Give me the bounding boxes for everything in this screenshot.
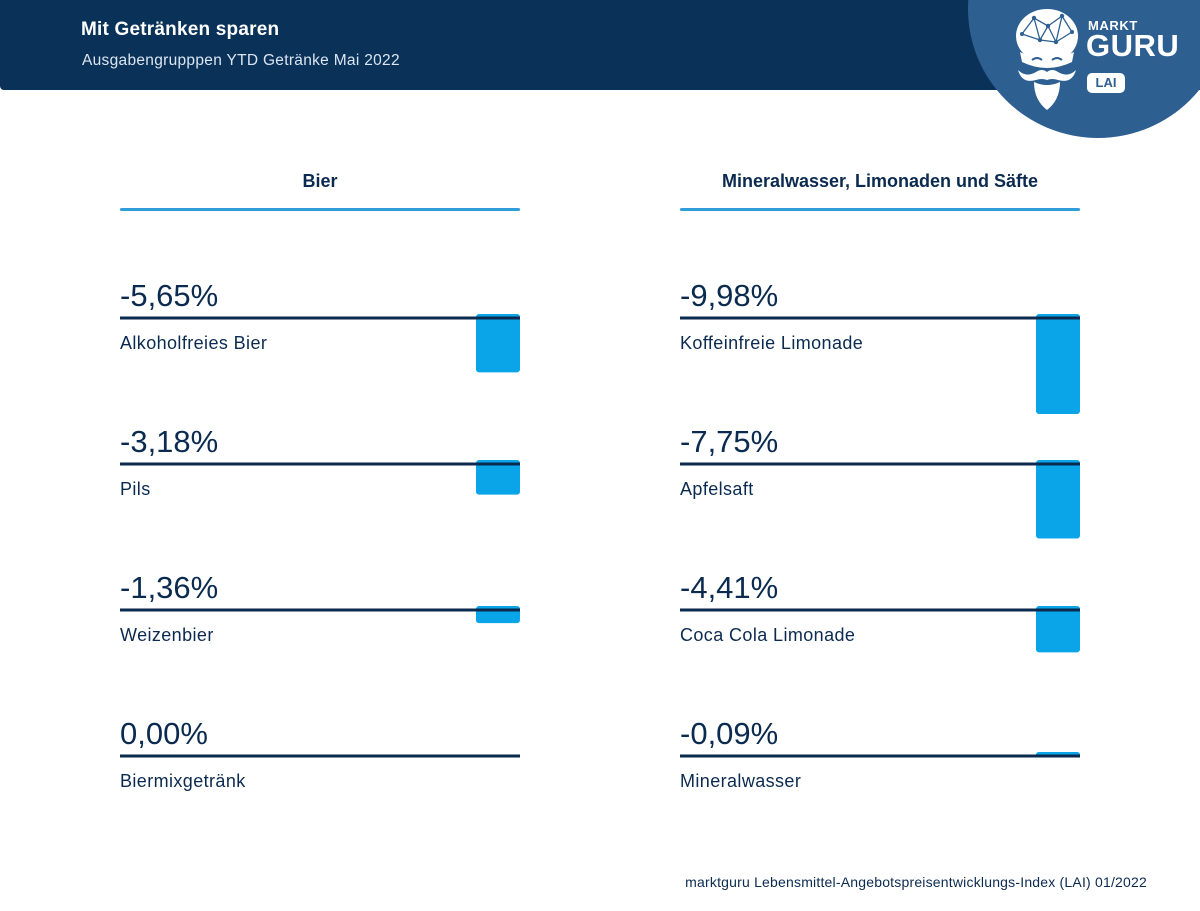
panel-accent-line xyxy=(680,208,1080,211)
bar xyxy=(476,314,520,373)
category-label: Pils xyxy=(120,479,151,499)
bar-baseline xyxy=(680,754,1080,758)
bar-value-label: -1,36% xyxy=(120,570,218,605)
bar-baseline xyxy=(120,462,520,466)
bar-value-label: -3,18% xyxy=(120,424,218,459)
bar xyxy=(1036,606,1080,653)
source-footnote: marktguru Lebensmittel-Angebotspreisentw… xyxy=(685,874,1147,890)
bar xyxy=(1036,314,1080,415)
bar-baseline xyxy=(120,754,520,758)
page-title: Mit Getränken sparen xyxy=(81,19,280,40)
category-label: Koffeinfreie Limonade xyxy=(680,333,863,353)
bar-baseline xyxy=(680,462,1080,466)
bar-value-label: -7,75% xyxy=(680,424,778,459)
bar-baseline xyxy=(120,608,520,612)
category-label: Coca Cola Limonade xyxy=(680,625,855,645)
guru-mascot-icon xyxy=(1016,9,1078,110)
category-label: Biermixgetränk xyxy=(120,771,246,791)
bar-value-label: -0,09% xyxy=(680,716,778,751)
logo-badge-lai: LAI xyxy=(1087,73,1125,93)
bar-value-label: -5,65% xyxy=(120,278,218,313)
page-subtitle: Ausgabengrupppen YTD Getränke Mai 2022 xyxy=(82,52,400,69)
bar xyxy=(476,460,520,495)
bar xyxy=(1036,460,1080,539)
category-label: Alkoholfreies Bier xyxy=(120,333,267,353)
category-label: Weizenbier xyxy=(120,625,214,645)
logo-text-markt: MARKT xyxy=(1088,18,1138,33)
bar-baseline xyxy=(120,316,520,320)
category-label: Mineralwasser xyxy=(680,771,801,791)
panel-title: Bier xyxy=(302,171,337,191)
panel-accent-line xyxy=(120,208,520,211)
category-label: Apfelsaft xyxy=(680,479,754,499)
bar-value-label: -9,98% xyxy=(680,278,778,313)
bar-value-label: -4,41% xyxy=(680,570,778,605)
bar-baseline xyxy=(680,608,1080,612)
logo-text-guru: GURU xyxy=(1086,28,1180,63)
bar-baseline xyxy=(680,316,1080,320)
bar-value-label: 0,00% xyxy=(120,716,208,751)
panel-title: Mineralwasser, Limonaden und Säfte xyxy=(722,171,1038,191)
